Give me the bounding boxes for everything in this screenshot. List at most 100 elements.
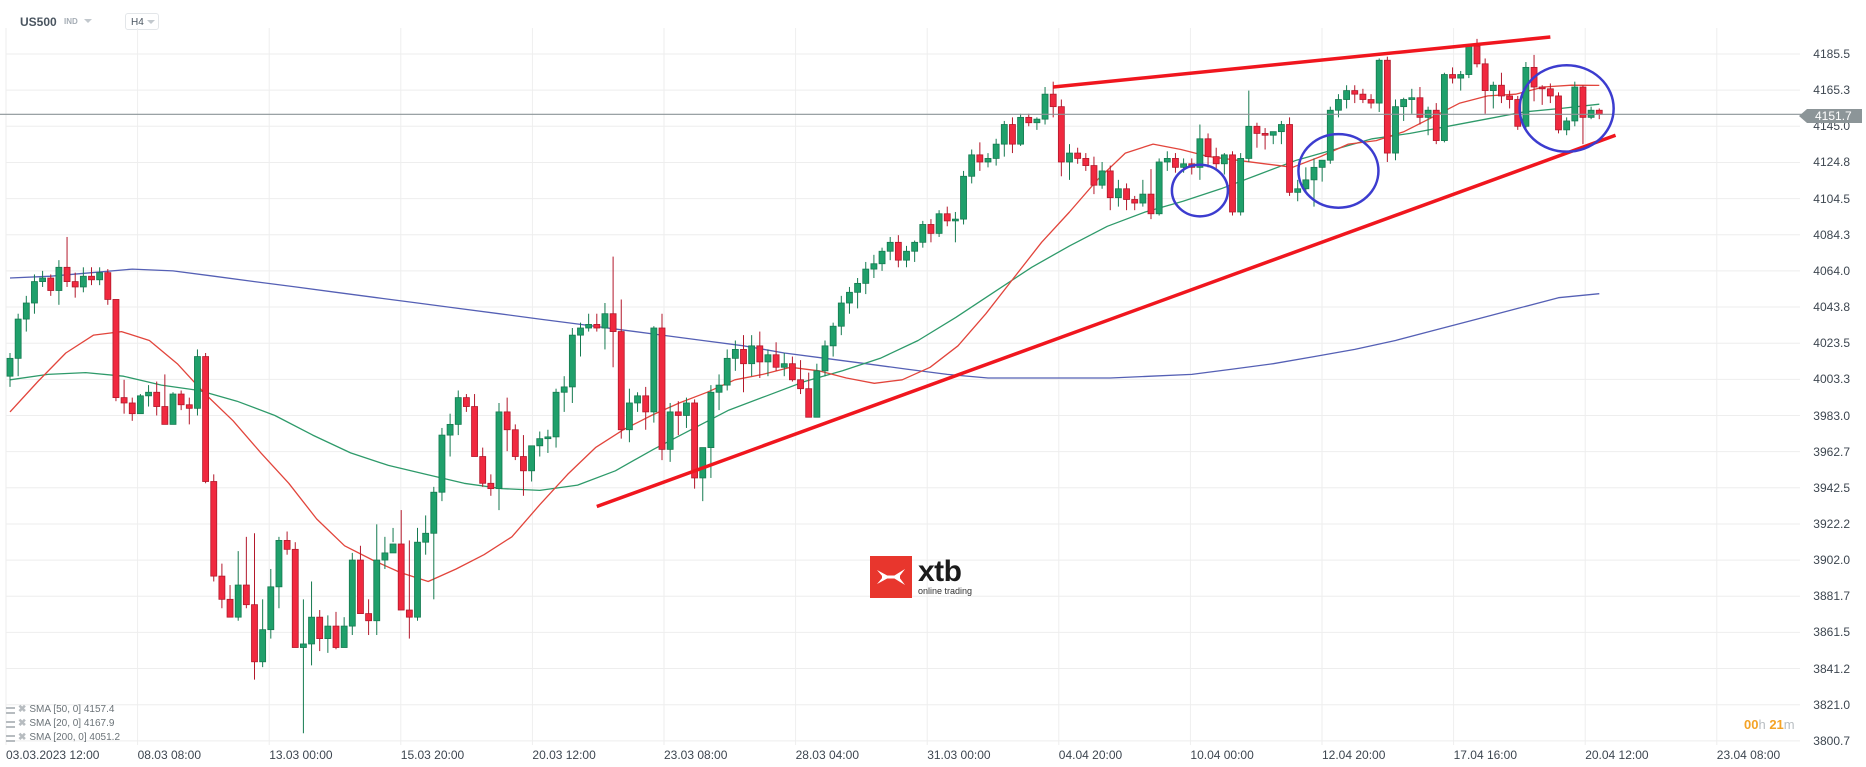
- indicator-settings-icon[interactable]: [6, 706, 15, 714]
- candle-body: [128, 402, 136, 415]
- candle-body: [691, 402, 698, 479]
- remove-indicator-icon[interactable]: ✖: [18, 704, 27, 715]
- candle-body: [471, 406, 478, 457]
- price-axis-label: 4023.5: [1813, 336, 1850, 351]
- candle-body: [585, 324, 593, 329]
- candle-body: [511, 429, 519, 457]
- candle-body: [316, 616, 324, 639]
- price-axis-label: 4124.8: [1813, 155, 1850, 170]
- time-axis-label: 10.04 00:00: [1190, 748, 1254, 762]
- sma20-line: [9, 84, 1600, 583]
- countdown-hours-unit: h: [1758, 717, 1766, 732]
- legend-sma50[interactable]: ✖ SMA [50, 0] 4157.4: [6, 703, 120, 717]
- candle-body: [560, 386, 568, 393]
- candle-body: [1147, 193, 1155, 215]
- candle-body: [462, 397, 470, 407]
- price-axis-label: 3983.0: [1813, 408, 1850, 423]
- sma50-line: [9, 103, 1600, 492]
- candle-body: [1098, 170, 1106, 186]
- candle-body: [169, 393, 177, 425]
- candle-body: [1041, 93, 1049, 120]
- legend-sma200[interactable]: ✖ SMA [200, 0] 4051.2: [6, 731, 120, 745]
- timeframe-select[interactable]: H4: [125, 13, 159, 30]
- candle-body: [715, 384, 723, 393]
- candle-body: [177, 393, 185, 406]
- candle-body: [136, 395, 144, 415]
- candle-body: [626, 402, 633, 431]
- candle-body: [756, 345, 764, 363]
- candle-body: [789, 363, 796, 381]
- candle-body: [39, 277, 46, 282]
- candle-body: [1449, 74, 1456, 79]
- candle-body: [1082, 158, 1090, 166]
- candle-body: [414, 541, 421, 618]
- price-axis-label: 3800.7: [1813, 733, 1850, 748]
- chevron-down-icon: [147, 20, 155, 24]
- highlight-circle: [1170, 163, 1230, 218]
- candle-body: [544, 436, 552, 440]
- candle-body: [1481, 63, 1489, 91]
- candle-body: [1180, 163, 1187, 168]
- candle-body: [1506, 95, 1513, 100]
- candle-body: [1090, 165, 1098, 186]
- indicator-settings-icon[interactable]: [6, 734, 15, 742]
- candle-body: [1009, 124, 1016, 145]
- candle-body: [723, 357, 731, 386]
- candle-body: [79, 275, 87, 288]
- candle-body: [6, 357, 14, 377]
- candle-body: [1457, 74, 1465, 79]
- chart-toolbar: US500 IND H4: [0, 0, 1866, 30]
- symbol-type[interactable]: IND: [64, 17, 78, 26]
- candle-body: [552, 391, 560, 438]
- candle-body: [88, 275, 95, 281]
- candle-body: [479, 456, 487, 484]
- candle-body: [577, 327, 584, 336]
- time-axis-label: 23.04 08:00: [1716, 748, 1781, 762]
- candle-body: [365, 613, 373, 622]
- time-axis-label: 17.04 16:00: [1453, 748, 1517, 762]
- countdown-minutes-unit: m: [1783, 717, 1795, 732]
- candle-body: [870, 263, 878, 270]
- logo-tagline: online trading: [918, 586, 973, 596]
- candle-body: [837, 302, 845, 327]
- candle-body: [1139, 193, 1147, 204]
- remove-indicator-icon[interactable]: ✖: [18, 718, 27, 729]
- candle-body: [536, 438, 544, 447]
- candle-body: [22, 302, 30, 320]
- candle-body: [968, 154, 976, 177]
- candle-body: [104, 272, 112, 300]
- candle-body: [829, 325, 837, 347]
- candle-body: [438, 434, 446, 493]
- candle-body: [976, 154, 984, 163]
- candle-body: [1229, 154, 1236, 213]
- trendline-lower-support: [596, 133, 1617, 509]
- time-axis-label: 28.03 04:00: [795, 748, 859, 762]
- price-axis-label: 4043.8: [1813, 300, 1850, 315]
- candle-body: [373, 559, 381, 622]
- candle-body: [1441, 74, 1448, 141]
- candle-body: [780, 363, 788, 368]
- candle-body: [259, 629, 267, 663]
- candle-body: [234, 584, 242, 618]
- indicator-settings-icon[interactable]: [6, 720, 15, 728]
- candle-body: [1106, 170, 1114, 199]
- price-axis-label: 3881.7: [1813, 589, 1850, 604]
- candle-body: [1432, 109, 1440, 141]
- remove-indicator-icon[interactable]: ✖: [18, 732, 27, 743]
- candle-body: [731, 349, 739, 359]
- candle-body: [1489, 84, 1497, 91]
- candle-body: [886, 241, 894, 252]
- time-axis-label: 20.03 12:00: [532, 748, 596, 762]
- candle-body: [332, 625, 340, 648]
- candle-body: [1579, 86, 1587, 118]
- symbol-name[interactable]: US500: [20, 15, 57, 29]
- candle-body: [772, 354, 780, 368]
- symbol-dropdown-chevron-icon[interactable]: [84, 19, 92, 23]
- candle-body: [1017, 116, 1024, 145]
- legend-sma20[interactable]: ✖ SMA [20, 0] 4167.9: [6, 717, 120, 731]
- candle-body: [1237, 158, 1245, 213]
- candle-body: [503, 411, 511, 431]
- candle-body: [1196, 138, 1204, 168]
- candle-body: [1115, 188, 1122, 199]
